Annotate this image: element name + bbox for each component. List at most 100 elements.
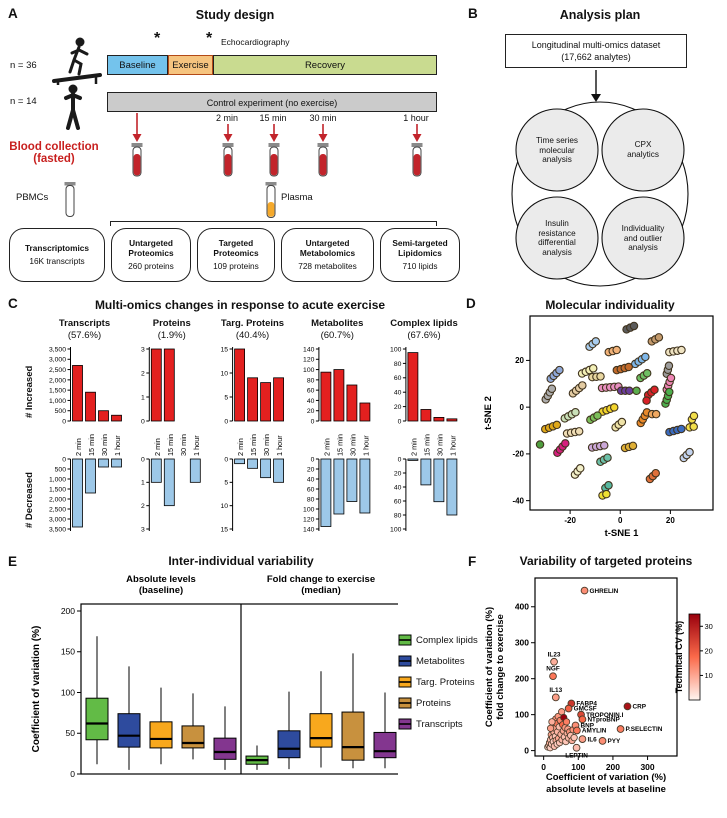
svg-text:IL23: IL23 xyxy=(548,651,561,658)
svg-text:30 min: 30 min xyxy=(179,434,188,456)
svg-text:40: 40 xyxy=(307,398,315,405)
blood-draw-arrow xyxy=(223,124,233,142)
svg-text:30 min: 30 min xyxy=(435,434,444,456)
svg-text:1: 1 xyxy=(141,480,145,487)
assay-box-targeted-proteomics: Targeted Proteomics 109 proteins xyxy=(197,228,275,282)
legend-item-transcripts: Transcripts xyxy=(398,718,478,730)
svg-text:30 min: 30 min xyxy=(262,434,271,456)
svg-text:-20: -20 xyxy=(512,450,524,459)
svg-text:80: 80 xyxy=(394,361,402,368)
svg-text:absolute levels at baseline: absolute levels at baseline xyxy=(546,784,666,795)
legend-item-complex-lipids: Complex lipids xyxy=(398,634,478,646)
timepoint-15min: 15 min xyxy=(259,113,287,123)
timepoint-1hour: 1 hour xyxy=(403,113,429,123)
svg-text:15 min: 15 min xyxy=(422,434,431,456)
svg-text:GHRELIN: GHRELIN xyxy=(590,588,619,595)
svg-text:15 min: 15 min xyxy=(336,434,345,456)
svg-text:0: 0 xyxy=(398,418,402,425)
assay-box-transcriptomics: Transcriptomics 16K transcripts xyxy=(9,228,105,282)
n-control-label: n = 14 xyxy=(10,96,37,107)
svg-text:15 min: 15 min xyxy=(249,434,258,456)
svg-text:1 hour: 1 hour xyxy=(192,435,201,456)
svg-text:1 hour: 1 hour xyxy=(113,435,122,456)
legend-item-targ-proteins: Targ. Proteins xyxy=(398,676,478,688)
blood-tube xyxy=(268,143,280,177)
svg-text:5: 5 xyxy=(224,480,228,487)
svg-text:100: 100 xyxy=(303,506,315,513)
timepoint-2min: 2 min xyxy=(215,113,238,123)
pbmcs-label: PBMCs xyxy=(16,192,49,203)
svg-text:20: 20 xyxy=(666,516,675,525)
svg-text:120: 120 xyxy=(303,516,315,523)
transcripts-bars: 0 500 1,000 1,500 2,000 2,500 3,000 3,500 2 min 1… xyxy=(49,346,122,533)
panel-d-label: D xyxy=(466,296,476,311)
svg-text:20: 20 xyxy=(307,408,315,415)
svg-text:1: 1 xyxy=(141,394,145,401)
control-bar: Control experiment (no exercise) xyxy=(107,92,437,112)
svg-text:BNP: BNP xyxy=(581,723,595,730)
targ-proteins-bars: 0 5 10 15 2 min 15 min 30 min 1 hour 0 5 10 15 xyxy=(220,346,284,533)
svg-text:10: 10 xyxy=(705,671,713,680)
svg-text:80: 80 xyxy=(394,512,402,519)
svg-text:IL13: IL13 xyxy=(549,687,562,694)
n-exercise-label: n = 36 xyxy=(10,60,37,71)
svg-text:15: 15 xyxy=(220,346,228,353)
svg-text:200: 200 xyxy=(606,762,620,772)
svg-text:150: 150 xyxy=(61,647,75,657)
svg-text:500: 500 xyxy=(55,408,67,415)
svg-text:(baseline): (baseline) xyxy=(139,585,183,596)
svg-text:60: 60 xyxy=(394,498,402,505)
panel-f-label: F xyxy=(468,554,477,569)
svg-text:1 hour: 1 hour xyxy=(362,435,371,456)
svg-text:100: 100 xyxy=(571,762,585,772)
svg-text:1 hour: 1 hour xyxy=(448,435,457,456)
blood-draw-arrow xyxy=(132,113,142,142)
svg-text:0: 0 xyxy=(62,418,66,425)
svg-text:AMYLIN: AMYLIN xyxy=(582,728,607,735)
svg-text:TROPONIN.I: TROPONIN.I xyxy=(586,712,624,719)
svg-text:0: 0 xyxy=(311,456,315,463)
svg-text:400: 400 xyxy=(515,602,529,612)
svg-text:20: 20 xyxy=(705,646,713,655)
svg-text:100: 100 xyxy=(390,526,402,533)
svg-text:1,000: 1,000 xyxy=(49,398,66,405)
svg-text:80: 80 xyxy=(307,496,315,503)
blood-collection-label: Blood collection (fasted) xyxy=(9,141,99,165)
svg-text:2 min: 2 min xyxy=(409,438,418,456)
targeted-proteins-scatter: 0 100 200 300 0 100 200 300 400 Coefficient of va… xyxy=(484,577,713,795)
svg-text:60: 60 xyxy=(307,486,315,493)
svg-text:2 min: 2 min xyxy=(323,438,332,456)
svg-text:Absolute levels: Absolute levels xyxy=(126,574,196,585)
echocardiography-label: Echocardiography xyxy=(221,37,290,47)
svg-text:0: 0 xyxy=(62,456,66,463)
blood-tube xyxy=(131,143,143,177)
assay-box-lipidomics: Semi-targeted Lipidomics 710 lipids xyxy=(380,228,460,282)
svg-text:0: 0 xyxy=(224,418,228,425)
svg-text:3,000: 3,000 xyxy=(49,357,66,364)
boxplot-swatch-icon xyxy=(398,634,412,646)
panel-a-title: Study design xyxy=(195,8,275,22)
svg-text:30: 30 xyxy=(705,622,713,631)
boxplot-swatch-icon xyxy=(398,718,412,730)
svg-text:-20: -20 xyxy=(564,516,576,525)
svg-text:15 min: 15 min xyxy=(87,434,96,456)
legend-item-proteins: Proteins xyxy=(398,697,478,709)
analysis-circles xyxy=(511,101,689,287)
bar-chart-targ-proteins: Targ. Proteins (40.4%) 0 5 10 15 2 min 15 min… xyxy=(215,318,291,537)
svg-text:2: 2 xyxy=(141,503,145,510)
svg-text:140: 140 xyxy=(303,346,315,353)
panel-c-charts: Transcripts (57.6%) 0 500 1,000 1,500 2,000 2… xyxy=(40,318,464,537)
svg-text:100: 100 xyxy=(390,346,402,353)
svg-text:20: 20 xyxy=(515,356,524,365)
panel-c-label: C xyxy=(8,296,18,311)
panel-e-label: E xyxy=(8,554,18,569)
svg-text:2 min: 2 min xyxy=(236,438,245,456)
variability-boxplot: 0 50 100 150 200 Coefficient of variation (%)… xyxy=(31,574,398,779)
svg-text:40: 40 xyxy=(394,390,402,397)
svg-text:200: 200 xyxy=(61,606,75,616)
svg-text:Technical CV (%): Technical CV (%) xyxy=(674,621,684,693)
recovery-phase-bar: Recovery xyxy=(213,55,437,75)
svg-text:10: 10 xyxy=(220,503,228,510)
svg-text:0: 0 xyxy=(224,456,228,463)
boxplot-swatch-icon xyxy=(398,676,412,688)
